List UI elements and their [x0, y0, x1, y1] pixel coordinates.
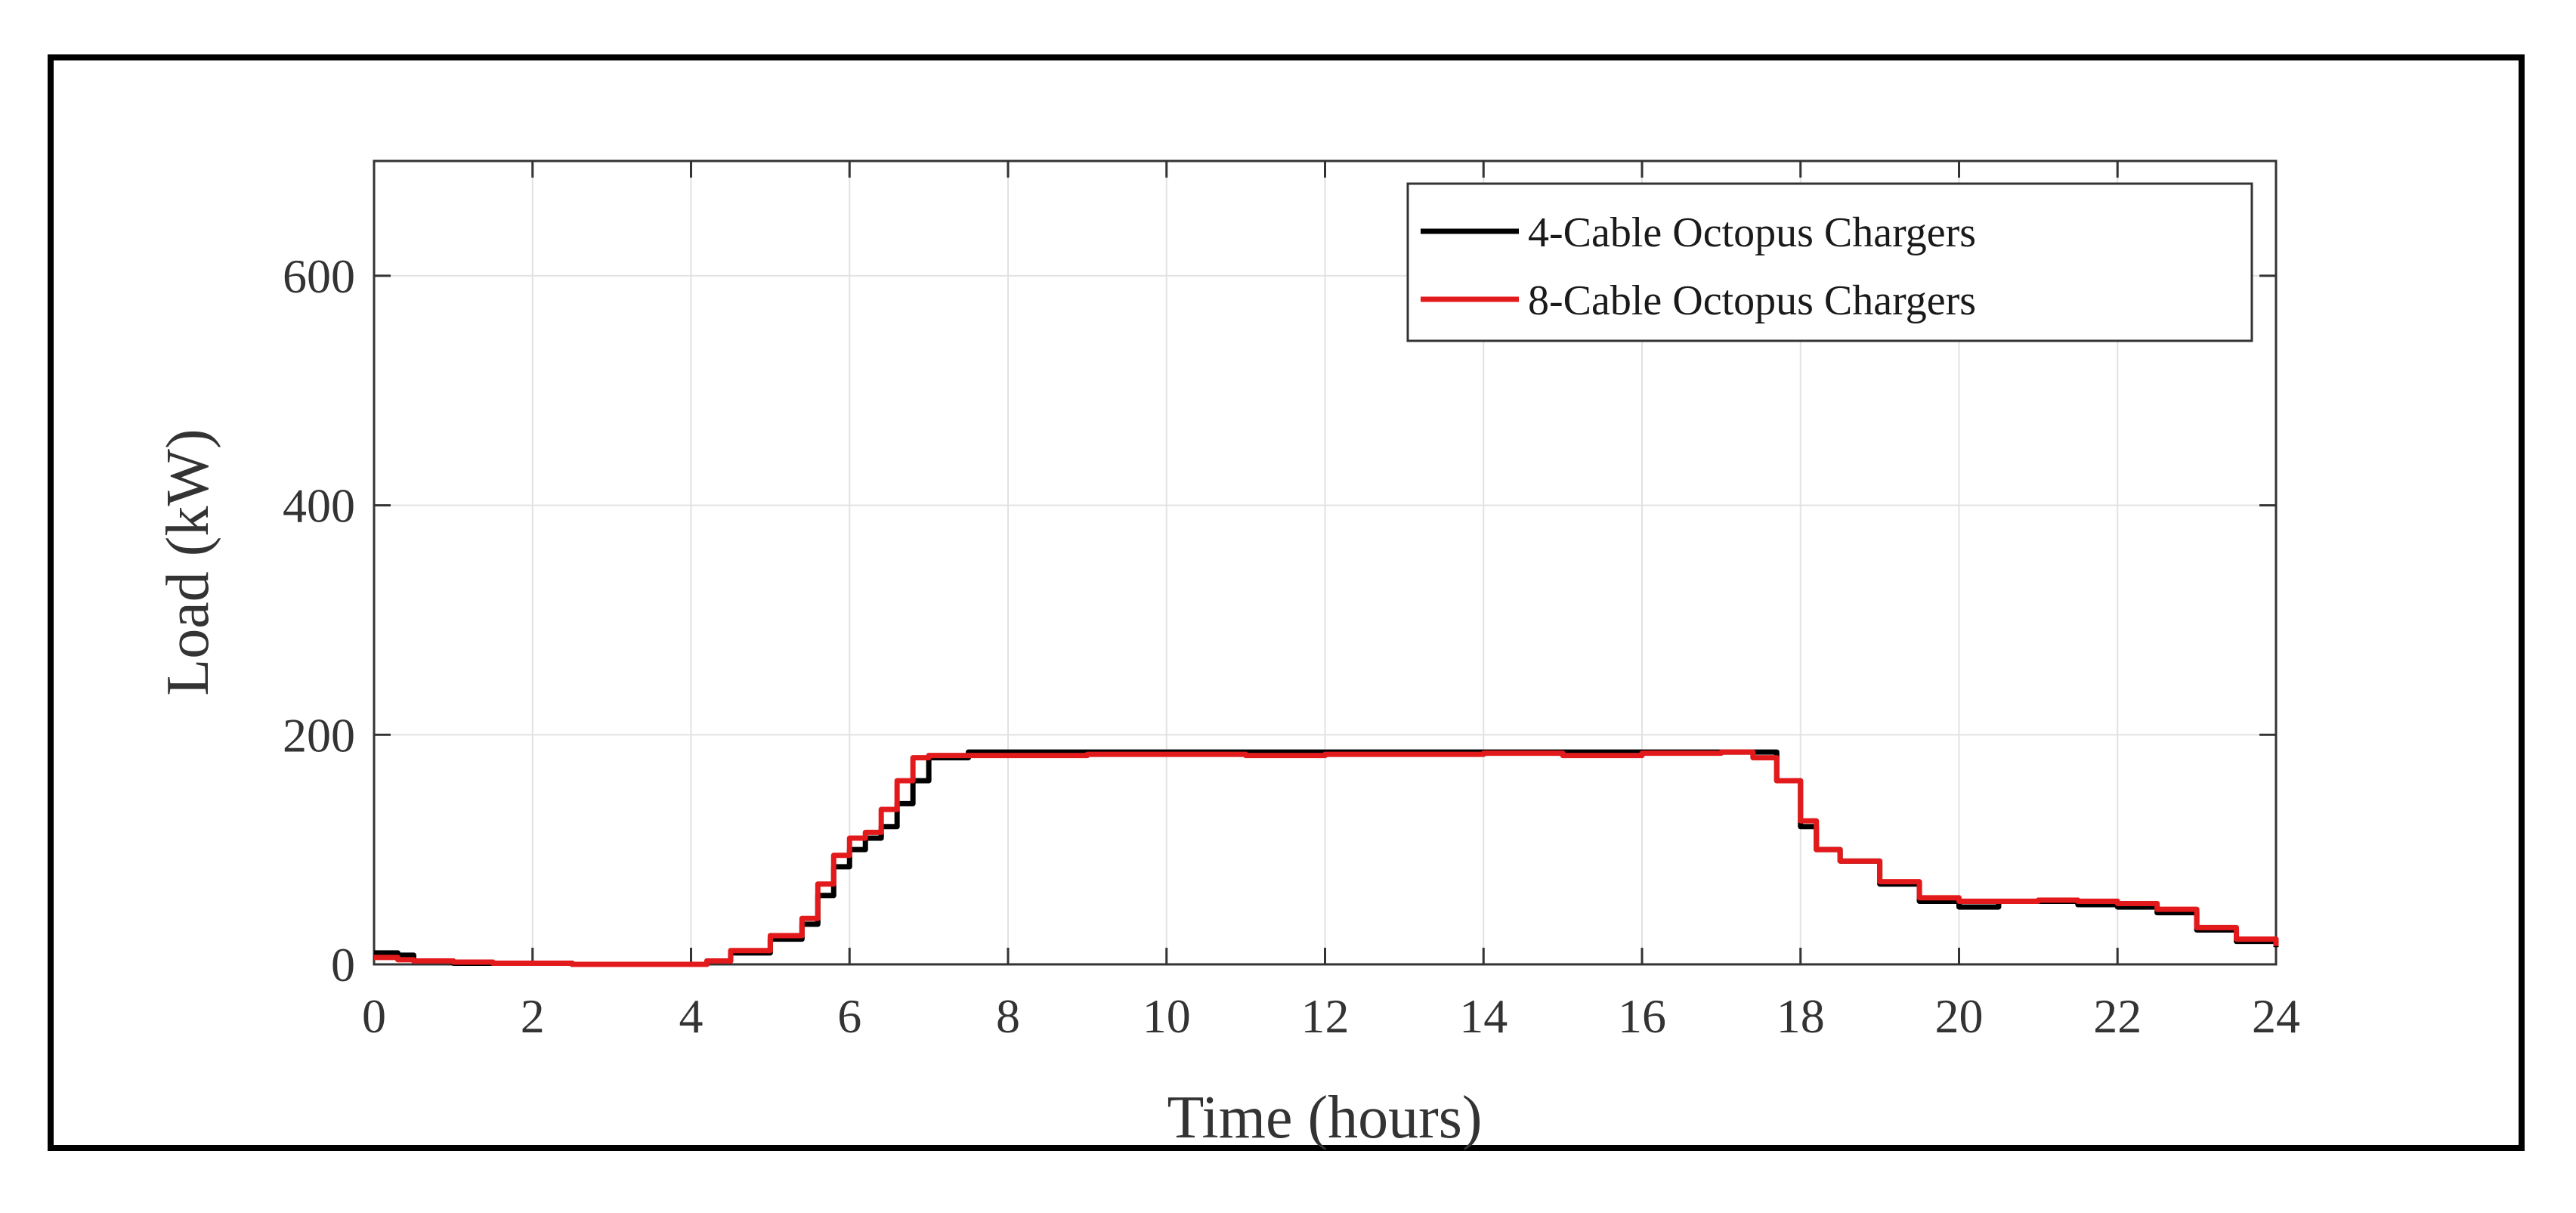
x-tick-label: 10: [1143, 989, 1191, 1043]
x-tick-label: 14: [1459, 989, 1508, 1043]
y-axis-title: Load (kW): [155, 429, 221, 695]
y-tick-label: 200: [283, 708, 355, 762]
series-lines: [374, 749, 2279, 967]
legend-box: [1406, 182, 2253, 342]
y-tick-label: 0: [331, 938, 355, 992]
x-tick-label: 16: [1618, 989, 1666, 1043]
y-tick-label: 600: [283, 249, 355, 303]
x-tick-label: 0: [362, 989, 386, 1043]
legend-label-4-cable: 4-Cable Octopus Chargers: [1528, 209, 1976, 256]
x-axis-title: Time (hours): [1167, 1085, 1482, 1151]
legend-label-8-cable: 8-Cable Octopus Chargers: [1528, 277, 1976, 324]
series-line-8-cable: [374, 749, 2279, 967]
legend[interactable]: 4-Cable Octopus Chargers 8-Cable Octopus…: [1406, 182, 2253, 342]
x-tick-label: 6: [837, 989, 861, 1043]
x-tick-label: 18: [1777, 989, 1825, 1043]
x-tick-label: 4: [679, 989, 704, 1043]
x-tick-label: 20: [1935, 989, 1984, 1043]
x-tick-label: 24: [2252, 989, 2300, 1043]
y-tick-label: 400: [283, 479, 355, 533]
x-tick-label: 12: [1301, 989, 1350, 1043]
x-tick-label: 22: [2093, 989, 2142, 1043]
x-tick-label: 2: [521, 989, 545, 1043]
x-tick-label: 8: [996, 989, 1020, 1043]
